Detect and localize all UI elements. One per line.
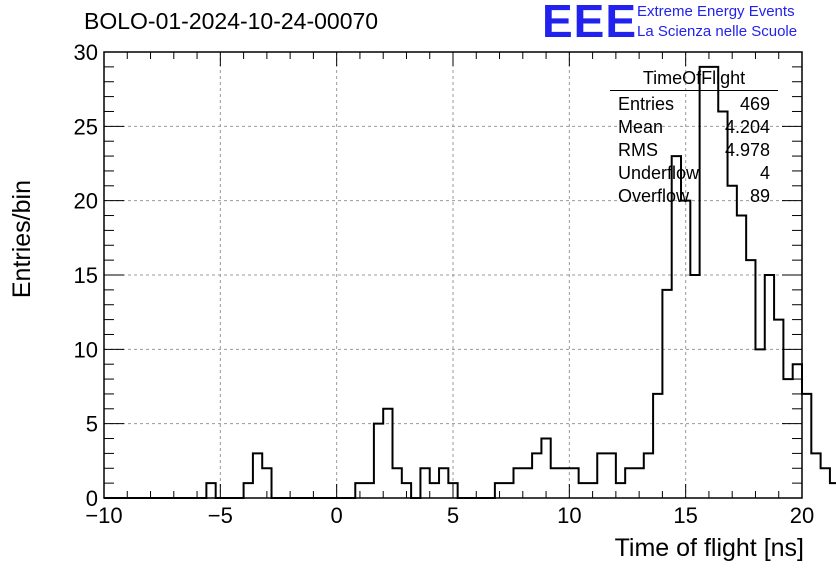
stats-label: Entries bbox=[618, 94, 675, 114]
logo-caption-line1: Extreme Energy Events bbox=[637, 3, 795, 20]
histogram-bin bbox=[746, 260, 755, 498]
x-tick-label: 10 bbox=[557, 503, 581, 528]
histogram-bin bbox=[532, 453, 541, 498]
stats-row-overflow: Overflow 89 bbox=[610, 185, 778, 208]
histogram-bin bbox=[616, 483, 625, 498]
histogram-bin bbox=[244, 483, 253, 498]
histogram-bin bbox=[690, 275, 699, 498]
logo-caption-line2: La Scienza nelle Scuole bbox=[637, 23, 798, 40]
stats-value: 4 bbox=[759, 163, 770, 183]
histogram-bin bbox=[504, 483, 513, 498]
histogram-bin bbox=[253, 453, 262, 498]
histogram-bin bbox=[420, 468, 429, 498]
eee-logo: EEE bbox=[542, 0, 638, 47]
histogram-bin bbox=[607, 453, 616, 498]
histogram-bin bbox=[430, 483, 439, 498]
stats-value: 469 bbox=[739, 94, 770, 114]
histogram-bin bbox=[560, 468, 569, 498]
histogram-bin bbox=[439, 468, 448, 498]
histogram-bin bbox=[206, 483, 215, 498]
x-axis-label: Time of flight [ns] bbox=[614, 534, 804, 562]
stats-row-mean: Mean 4.204 bbox=[610, 116, 778, 139]
histogram-bin bbox=[523, 468, 532, 498]
histogram-bin bbox=[653, 394, 662, 498]
histogram-layer bbox=[104, 65, 836, 499]
histogram-bin bbox=[811, 453, 820, 498]
stats-title: TimeOfFlight bbox=[610, 68, 778, 91]
histogram-bin bbox=[393, 468, 402, 498]
histogram-bin bbox=[513, 468, 522, 498]
stats-value: 89 bbox=[749, 186, 770, 206]
tick-layer bbox=[103, 51, 803, 499]
histogram-bin bbox=[374, 424, 383, 498]
y-tick-label: 20 bbox=[74, 189, 98, 214]
x-tick-label: 20 bbox=[790, 503, 814, 528]
x-tick-label: −5 bbox=[208, 503, 233, 528]
histogram-bin bbox=[383, 409, 392, 498]
x-tick-label: 5 bbox=[447, 503, 459, 528]
histogram-bin bbox=[737, 216, 746, 498]
histogram-bin bbox=[783, 379, 792, 498]
histogram-bin bbox=[793, 364, 802, 498]
run-title: BOLO-01-2024-10-24-00070 bbox=[84, 8, 379, 34]
histogram-bin bbox=[625, 468, 634, 498]
histogram-bin bbox=[830, 483, 836, 498]
histogram-outline bbox=[104, 65, 836, 499]
stats-label: Mean bbox=[618, 117, 664, 137]
histogram-bin bbox=[728, 186, 737, 498]
stats-row-rms: RMS 4.978 bbox=[610, 139, 778, 162]
stats-label: Overflow bbox=[618, 186, 690, 206]
histogram-bin bbox=[569, 468, 578, 498]
tick-label-layer: −10 −5 0 5 10 15 20 0 5 10 15 20 25 30 bbox=[74, 40, 815, 528]
stats-label: Underflow bbox=[618, 163, 700, 183]
x-tick-label: −10 bbox=[85, 503, 122, 528]
histogram-bin bbox=[802, 394, 811, 498]
grid-layer bbox=[104, 52, 802, 498]
stats-value: 4.204 bbox=[724, 117, 770, 137]
histogram-bin bbox=[774, 320, 783, 498]
x-tick-label: 15 bbox=[673, 503, 697, 528]
y-tick-label: 15 bbox=[74, 263, 98, 288]
histogram-bin bbox=[765, 275, 774, 498]
y-axis-label: Entries/bin bbox=[8, 180, 36, 299]
histogram-bin bbox=[579, 483, 588, 498]
stats-label: RMS bbox=[618, 140, 658, 160]
y-tick-label: 25 bbox=[74, 114, 98, 139]
histogram-bin bbox=[551, 468, 560, 498]
y-tick-label: 5 bbox=[86, 412, 98, 437]
histogram-bin bbox=[597, 453, 606, 498]
stats-value: 4.978 bbox=[724, 140, 770, 160]
stats-row-underflow: Underflow 4 bbox=[610, 162, 778, 185]
y-tick-label: 0 bbox=[86, 486, 98, 511]
histogram-bin bbox=[644, 453, 653, 498]
histogram-bin bbox=[662, 290, 671, 498]
stats-row-entries: Entries 469 bbox=[610, 93, 778, 116]
x-tick-label: 0 bbox=[331, 503, 343, 528]
y-tick-label: 10 bbox=[74, 337, 98, 362]
histogram-bin bbox=[541, 439, 550, 498]
histogram-bin bbox=[365, 483, 374, 498]
stats-box: TimeOfFlight Entries 469 Mean 4.204 RMS … bbox=[610, 68, 778, 208]
y-tick-label: 30 bbox=[74, 40, 98, 65]
histogram-bin bbox=[821, 468, 830, 498]
